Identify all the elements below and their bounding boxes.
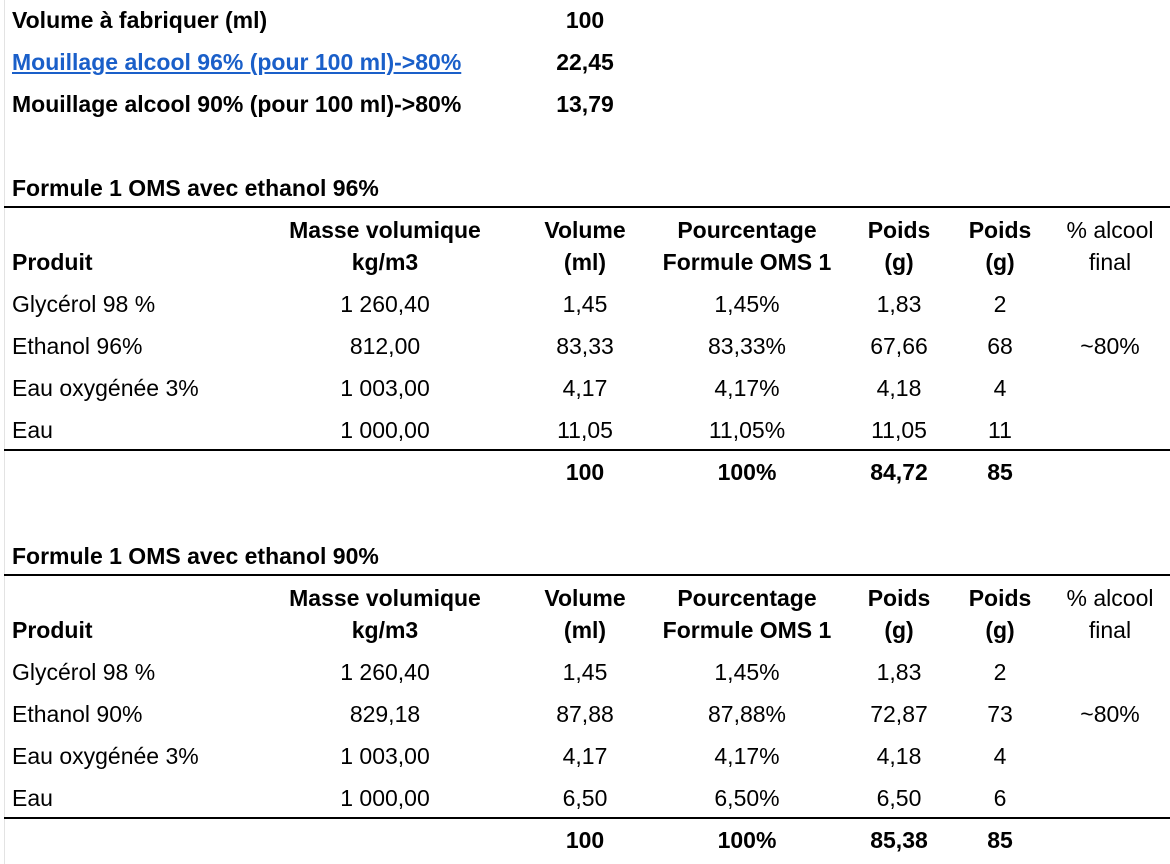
cell-alcool[interactable]: ~80% — [1080, 701, 1140, 727]
cell-volume[interactable]: 4,17 — [562, 375, 608, 401]
cell-masse[interactable]: 1 260,40 — [340, 659, 430, 685]
divider — [4, 574, 1170, 576]
cell-volume[interactable]: 11,05 — [557, 417, 613, 443]
cell-poids-rounded[interactable]: 2 — [993, 291, 1007, 317]
column-header-volume-unit[interactable]: (ml) — [563, 617, 607, 643]
cell-poids[interactable]: 1,83 — [876, 659, 922, 685]
cell-poids[interactable]: 1,83 — [876, 291, 922, 317]
column-header-masse[interactable]: Masse volumique — [289, 217, 481, 243]
cell-masse[interactable]: 812,00 — [349, 333, 421, 359]
column-header-volume[interactable]: Volume — [544, 217, 626, 243]
mouillage-90-value[interactable]: 13,79 — [556, 91, 614, 117]
cell-masse[interactable]: 829,18 — [349, 701, 421, 727]
column-header-produit[interactable]: Produit — [12, 617, 93, 643]
cell-masse[interactable]: 1 260,40 — [340, 291, 430, 317]
column-header-alcool[interactable]: % alcool — [1066, 217, 1154, 243]
cell-produit[interactable]: Glycérol 98 % — [12, 659, 156, 685]
column-header-poids-rounded[interactable]: Poids — [968, 217, 1032, 243]
cell-volume[interactable]: 1,45 — [562, 291, 608, 317]
cell-poids-rounded[interactable]: 11 — [988, 417, 1012, 443]
cell-poids[interactable]: 4,18 — [876, 743, 922, 769]
cell-poids-rounded[interactable]: 2 — [993, 659, 1007, 685]
cell-pourcentage[interactable]: 4,17% — [714, 743, 780, 769]
mouillage-96-link[interactable]: Mouillage alcool 96% (pour 100 ml)->80% — [12, 49, 462, 75]
cell-pourcentage[interactable]: 83,33% — [707, 333, 786, 359]
total-poids[interactable]: 84,72 — [870, 459, 928, 485]
column-header-poids-rounded-unit[interactable]: (g) — [985, 617, 1015, 643]
cell-produit[interactable]: Eau oxygénée 3% — [12, 375, 199, 401]
cell-alcool[interactable]: ~80% — [1080, 333, 1140, 359]
cell-produit[interactable]: Eau oxygénée 3% — [12, 743, 199, 769]
cell-masse[interactable]: 1 000,00 — [340, 417, 430, 443]
gridline — [4, 0, 5, 864]
total-volume[interactable]: 100 — [565, 459, 605, 485]
total-poids-rounded[interactable]: 85 — [987, 459, 1013, 485]
cell-masse[interactable]: 1 000,00 — [340, 785, 430, 811]
column-header-masse-unit[interactable]: kg/m3 — [351, 617, 419, 643]
column-header-pourcentage-sub[interactable]: Formule OMS 1 — [662, 617, 832, 643]
column-header-poids-rounded-unit[interactable]: (g) — [985, 249, 1015, 275]
table-title[interactable]: Formule 1 OMS avec ethanol 90% — [12, 543, 379, 569]
divider — [4, 449, 1170, 451]
cell-poids[interactable]: 4,18 — [876, 375, 922, 401]
cell-poids-rounded[interactable]: 4 — [993, 743, 1007, 769]
column-header-volume[interactable]: Volume — [544, 585, 626, 611]
cell-volume[interactable]: 87,88 — [556, 701, 614, 727]
mouillage-90-label[interactable]: Mouillage alcool 90% (pour 100 ml)->80% — [12, 91, 462, 117]
divider — [4, 206, 1170, 208]
total-poids[interactable]: 85,38 — [870, 827, 928, 853]
column-header-pourcentage[interactable]: Pourcentage — [677, 217, 817, 243]
cell-pourcentage[interactable]: 1,45% — [714, 659, 780, 685]
cell-pourcentage[interactable]: 4,17% — [714, 375, 780, 401]
column-header-alcool[interactable]: % alcool — [1066, 585, 1154, 611]
cell-produit[interactable]: Ethanol 90% — [12, 701, 143, 727]
cell-poids-rounded[interactable]: 73 — [987, 701, 1013, 727]
column-header-produit[interactable]: Produit — [12, 249, 93, 275]
column-header-alcool-final[interactable]: final — [1088, 249, 1132, 275]
cell-poids[interactable]: 72,87 — [870, 701, 928, 727]
volume-value[interactable]: 100 — [565, 7, 605, 33]
column-header-masse[interactable]: Masse volumique — [289, 585, 481, 611]
mouillage-96-value[interactable]: 22,45 — [556, 49, 614, 75]
cell-pourcentage[interactable]: 87,88% — [707, 701, 786, 727]
cell-pourcentage[interactable]: 11,05% — [708, 417, 786, 443]
cell-pourcentage[interactable]: 1,45% — [714, 291, 780, 317]
cell-poids-rounded[interactable]: 4 — [993, 375, 1007, 401]
column-header-masse-unit[interactable]: kg/m3 — [351, 249, 419, 275]
cell-volume[interactable]: 1,45 — [562, 659, 608, 685]
column-header-poids-unit[interactable]: (g) — [884, 249, 914, 275]
total-pourcentage[interactable]: 100% — [717, 827, 777, 853]
total-pourcentage[interactable]: 100% — [717, 459, 777, 485]
column-header-poids-unit[interactable]: (g) — [884, 617, 914, 643]
column-header-poids[interactable]: Poids — [867, 217, 931, 243]
cell-poids-rounded[interactable]: 6 — [993, 785, 1007, 811]
cell-volume[interactable]: 6,50 — [562, 785, 608, 811]
cell-masse[interactable]: 1 003,00 — [340, 375, 430, 401]
column-header-pourcentage-sub[interactable]: Formule OMS 1 — [662, 249, 832, 275]
cell-produit[interactable]: Ethanol 96% — [12, 333, 143, 359]
total-poids-rounded[interactable]: 85 — [987, 827, 1013, 853]
column-header-pourcentage[interactable]: Pourcentage — [677, 585, 817, 611]
cell-produit[interactable]: Eau — [12, 785, 53, 811]
table-title[interactable]: Formule 1 OMS avec ethanol 96% — [12, 175, 379, 201]
cell-poids[interactable]: 11,05 — [871, 417, 927, 443]
column-header-alcool-final[interactable]: final — [1088, 617, 1132, 643]
cell-poids-rounded[interactable]: 68 — [987, 333, 1013, 359]
cell-pourcentage[interactable]: 6,50% — [714, 785, 780, 811]
cell-volume[interactable]: 4,17 — [562, 743, 608, 769]
volume-label[interactable]: Volume à fabriquer (ml) — [12, 7, 268, 33]
cell-produit[interactable]: Glycérol 98 % — [12, 291, 156, 317]
column-header-poids-rounded[interactable]: Poids — [968, 585, 1032, 611]
cell-poids[interactable]: 67,66 — [870, 333, 928, 359]
divider — [4, 817, 1170, 819]
cell-poids[interactable]: 6,50 — [876, 785, 922, 811]
column-header-poids[interactable]: Poids — [867, 585, 931, 611]
cell-masse[interactable]: 1 003,00 — [340, 743, 430, 769]
column-header-volume-unit[interactable]: (ml) — [563, 249, 607, 275]
cell-volume[interactable]: 83,33 — [556, 333, 614, 359]
total-volume[interactable]: 100 — [565, 827, 605, 853]
cell-produit[interactable]: Eau — [12, 417, 53, 443]
